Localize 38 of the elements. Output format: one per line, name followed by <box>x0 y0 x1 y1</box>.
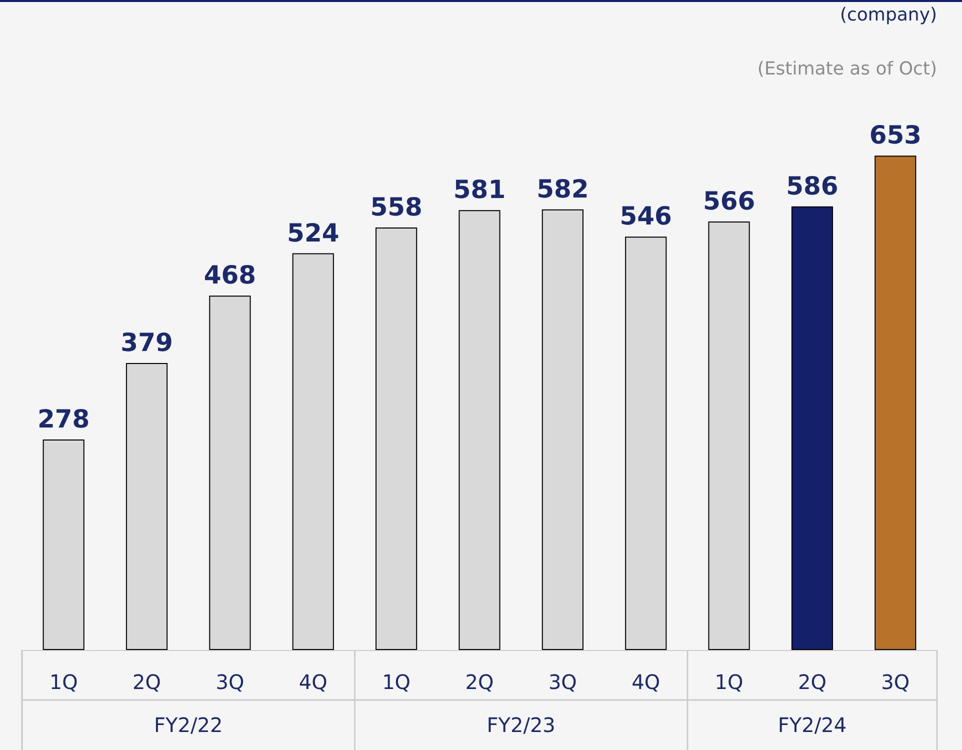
data-label: 582 <box>536 174 589 204</box>
x-tick-label: 2Q <box>132 670 162 694</box>
bar <box>791 206 834 650</box>
x-tick-label: 3Q <box>881 670 910 694</box>
bar <box>625 236 667 650</box>
text: FY2/22 <box>154 713 223 737</box>
bar <box>874 156 916 650</box>
bar <box>708 221 750 650</box>
bar <box>292 253 334 650</box>
bar <box>376 228 418 650</box>
bar <box>42 440 84 650</box>
data-label: 653 <box>869 120 922 150</box>
bar <box>209 296 251 650</box>
data-label: 566 <box>702 186 756 216</box>
x-tick-label: 4Q <box>298 670 328 694</box>
data-label: 546 <box>620 202 672 231</box>
data-label: 379 <box>120 328 173 358</box>
x-tick-label: 3Q <box>548 670 577 694</box>
x-tick-label: 4Q <box>632 670 660 694</box>
bar <box>458 210 500 650</box>
x-tick-label: 1Q <box>382 670 411 694</box>
data-label: 586 <box>786 171 838 200</box>
data-label: 524 <box>287 218 340 248</box>
x-tick-label: 3Q <box>216 670 244 694</box>
data-label: 558 <box>370 192 422 222</box>
data-label: 278 <box>37 404 90 434</box>
x-tick-label: 2Q <box>465 670 494 694</box>
text: (Estimate as of Oct) <box>757 58 938 80</box>
text: FY2/24 <box>778 713 847 737</box>
x-tick-label: 2Q <box>798 670 826 694</box>
text: (company) <box>840 4 938 26</box>
bar <box>126 363 168 650</box>
data-label: 581 <box>453 175 506 204</box>
data-label: 468 <box>204 260 256 290</box>
text: FY2/23 <box>486 713 556 737</box>
x-tick-label: 1Q <box>714 670 744 694</box>
bar <box>542 209 584 650</box>
x-tick-label: 1Q <box>49 670 78 694</box>
